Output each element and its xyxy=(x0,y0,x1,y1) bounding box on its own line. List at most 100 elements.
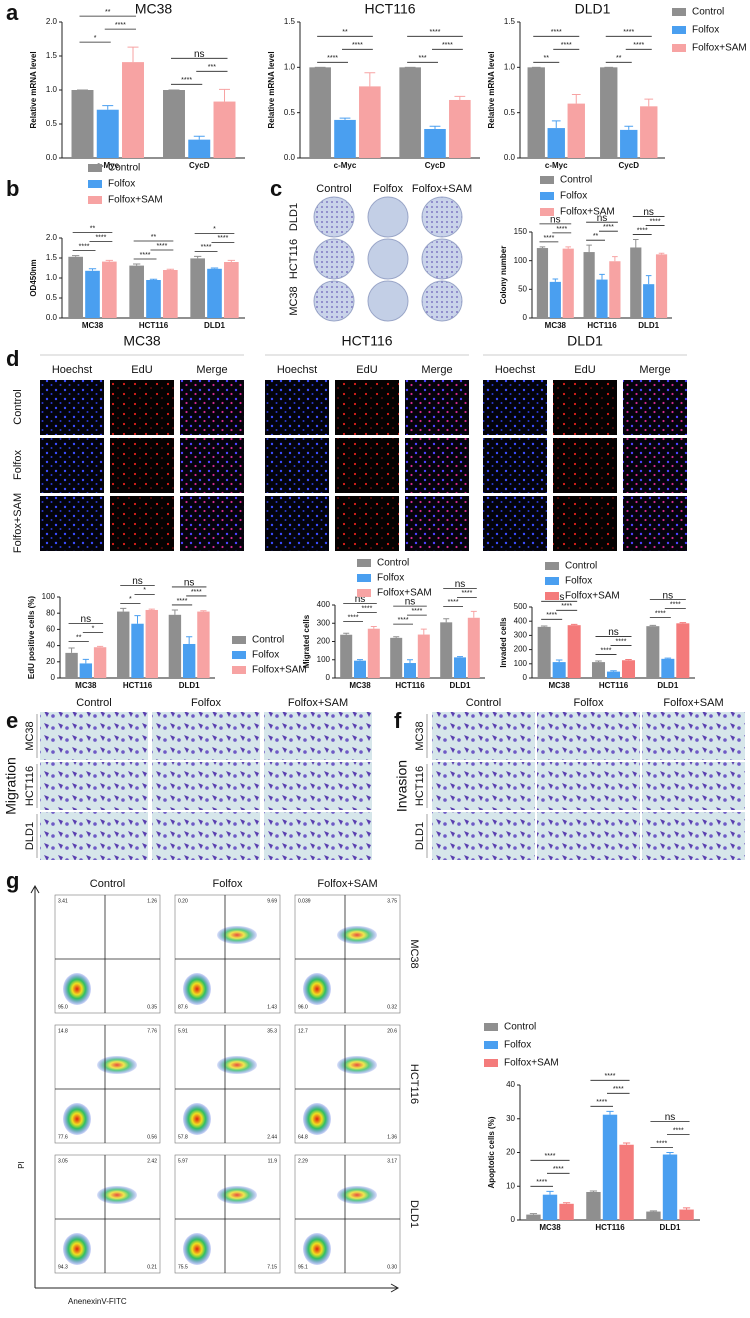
significance-label: ns xyxy=(194,49,205,60)
legend-label: Folfox xyxy=(692,25,719,36)
significance-label: **** xyxy=(327,55,338,62)
y-tick-label: 2.0 xyxy=(46,17,58,26)
fluorescence-image xyxy=(483,438,547,493)
transwell-image xyxy=(642,712,745,760)
error-bar xyxy=(624,125,634,130)
legend-label: Control xyxy=(565,561,597,572)
quadrant-value: 11.9 xyxy=(268,1158,278,1164)
bar xyxy=(224,262,239,318)
flow-population xyxy=(183,1103,211,1135)
significance-label: ** xyxy=(76,634,82,641)
significance-label: ns xyxy=(132,576,143,587)
y-tick-label: 40 xyxy=(46,641,55,650)
error-bar xyxy=(529,1213,538,1215)
bar xyxy=(609,261,621,318)
significance-label: **** xyxy=(546,612,557,619)
legend-label: Control xyxy=(252,635,284,646)
significance-label: ns xyxy=(643,207,654,218)
quadrant-value: 75.5 xyxy=(178,1264,188,1270)
transwell-image xyxy=(152,712,260,760)
bar xyxy=(537,626,551,678)
bar xyxy=(602,1114,618,1220)
error-bar xyxy=(407,659,413,664)
legend-swatch xyxy=(232,636,246,644)
quadrant-value: 3.41 xyxy=(58,898,68,904)
y-tick-label: 1.5 xyxy=(46,51,58,60)
fluorescence-image xyxy=(623,438,687,493)
y-tick-label: 0.5 xyxy=(46,119,58,128)
stain-label: EdU xyxy=(356,364,377,376)
significance-label: **** xyxy=(543,235,554,242)
error-bar xyxy=(420,628,427,635)
row-label: MC38 xyxy=(408,939,420,968)
flow-population xyxy=(63,973,91,1005)
fluorescence-image xyxy=(405,438,469,493)
fluorescence-image xyxy=(40,380,104,435)
transwell-image xyxy=(40,712,148,760)
x-tick-label: MC38 xyxy=(545,321,567,330)
bar xyxy=(586,1191,601,1220)
quadrant-value: 96.0 xyxy=(298,1004,308,1010)
error-bar xyxy=(610,670,617,672)
bar xyxy=(146,280,161,318)
error-bar xyxy=(586,244,592,253)
error-bar xyxy=(565,246,572,249)
significance-label: **** xyxy=(673,1127,684,1134)
bar xyxy=(440,622,453,678)
colony-plate-image xyxy=(421,196,463,238)
bar xyxy=(562,248,574,318)
row-label: DLD1 xyxy=(408,1200,420,1228)
row-label: HCT116 xyxy=(408,1064,420,1104)
error-bar xyxy=(105,259,113,262)
axis-label: PI xyxy=(17,1161,26,1169)
flow-population xyxy=(303,1103,331,1135)
fluorescence-image xyxy=(405,380,469,435)
flow-population xyxy=(217,926,257,944)
legend-label: Folfox+SAM xyxy=(252,665,307,676)
row-label: MC38 xyxy=(414,721,426,750)
significance-label: **** xyxy=(156,243,167,250)
x-tick-label: MC38 xyxy=(349,681,371,690)
significance-label: ns xyxy=(81,614,92,625)
significance-label: ** xyxy=(593,233,599,240)
group-label: DLD1 xyxy=(567,333,603,349)
bar xyxy=(630,247,642,318)
error-bar xyxy=(682,1207,691,1210)
error-bar xyxy=(82,658,89,664)
bar xyxy=(646,626,660,678)
error-bar xyxy=(622,1142,631,1145)
x-tick-label: MC38 xyxy=(539,1223,561,1232)
bar xyxy=(354,660,366,678)
column-label: Control xyxy=(90,878,125,890)
y-tick-label: 1.0 xyxy=(504,62,516,71)
legend-label: Control xyxy=(108,163,140,174)
y-tick-label: 60 xyxy=(46,625,55,634)
bar xyxy=(591,662,606,678)
error-bar xyxy=(68,647,75,653)
significance-label: **** xyxy=(448,599,459,606)
x-tick-label: DLD1 xyxy=(450,681,471,690)
significance-label: **** xyxy=(556,226,567,233)
y-axis-label: Apoptotic cells (%) xyxy=(487,1116,496,1188)
fluorescence-image xyxy=(110,380,174,435)
transwell-image xyxy=(152,762,260,810)
stain-label: Merge xyxy=(421,364,452,376)
legend-swatch xyxy=(232,666,246,674)
significance-label: **** xyxy=(633,42,644,49)
fluorescence-image xyxy=(40,496,104,551)
significance-label: ** xyxy=(544,55,550,62)
quadrant-value: 95.1 xyxy=(298,1264,308,1270)
flow-population xyxy=(337,1056,377,1074)
colony-plate-image xyxy=(421,280,463,322)
fluorescence-image xyxy=(180,496,244,551)
x-tick-label: DLD1 xyxy=(657,681,678,690)
bar xyxy=(526,1214,541,1220)
error-bar xyxy=(539,246,546,249)
y-tick-label: 0.5 xyxy=(46,293,58,302)
y-tick-label: 2.0 xyxy=(46,233,58,242)
y-tick-label: 300 xyxy=(317,618,331,627)
x-tick-label: HCT116 xyxy=(599,681,629,690)
y-tick-label: 1.5 xyxy=(284,17,296,26)
bar xyxy=(679,1209,694,1220)
bar xyxy=(547,128,565,158)
